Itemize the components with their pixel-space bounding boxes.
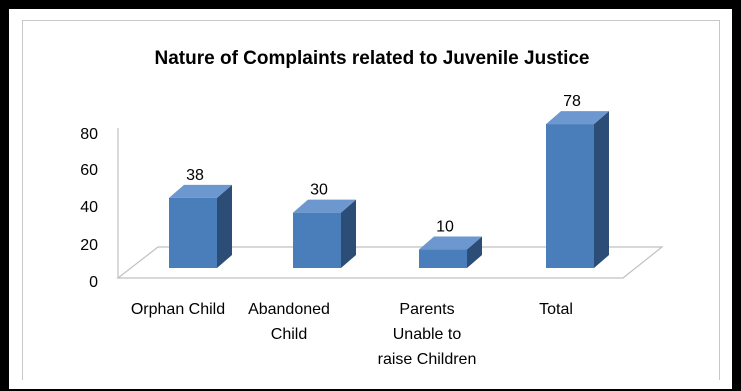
x-tick-label: Parents Unable to raise Children	[378, 301, 477, 368]
bar-top-face	[169, 184, 232, 198]
floor-plane	[116, 246, 664, 279]
bar-side-face	[341, 199, 356, 268]
y-tick-label: 0	[89, 274, 98, 291]
data-label: 10	[436, 219, 454, 236]
bar	[169, 184, 232, 268]
bar-side-face	[467, 236, 482, 268]
y-tick-label: 20	[80, 237, 98, 254]
x-tick-label: Orphan Child	[131, 301, 225, 318]
x-tick-label: Total	[539, 301, 573, 318]
data-label: 78	[563, 93, 581, 110]
bar-top-face	[293, 199, 356, 213]
bar-front-face	[293, 212, 341, 268]
bar	[293, 199, 356, 268]
chart-area-border	[22, 20, 720, 380]
data-label-group: 38 30 10 78	[186, 93, 581, 235]
category-axis: Orphan Child Abandoned Child Parents Unable …	[131, 301, 573, 368]
y-tick-label: 60	[80, 162, 98, 179]
chart-floor	[116, 246, 664, 279]
bar-top-face	[546, 111, 609, 125]
chart-title: Nature of Complaints related to Juvenile…	[155, 48, 590, 69]
x-tick-label: Abandoned Child	[248, 301, 330, 343]
bar-top-face	[419, 236, 482, 250]
y-tick-label: 80	[80, 126, 98, 143]
bar	[546, 111, 609, 268]
bar-side-face	[594, 111, 609, 268]
bar-group	[169, 111, 609, 268]
bar-front-face	[419, 249, 467, 268]
data-label: 38	[186, 167, 204, 184]
data-label: 30	[310, 182, 328, 199]
bar	[419, 236, 482, 268]
value-axis: 0 20 40 60 80	[80, 126, 119, 291]
bar-side-face	[217, 184, 232, 268]
y-tick-label: 40	[80, 199, 98, 216]
bar-front-face	[546, 124, 594, 268]
bar-front-face	[169, 197, 217, 268]
